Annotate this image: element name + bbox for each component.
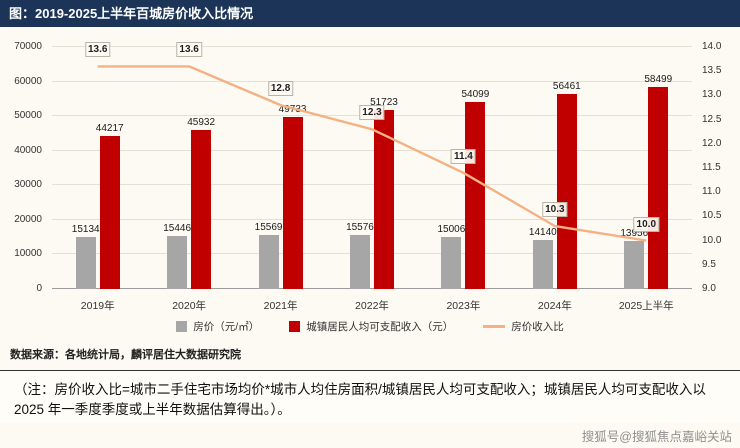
bar-value-label: 45932 (187, 117, 216, 129)
footnote-text: （注：房价收入比=城市二手住宅市场均价*城市人均住房面积/城镇居民人均可支配收入… (14, 382, 706, 418)
legend: 房价（元/㎡） 城镇居民人均可支配收入（元） 房价收入比 (0, 319, 740, 334)
axis-tick-label: 9.0 (702, 283, 716, 294)
bar-group: 15006 54099 (418, 47, 509, 289)
line-value-label: 13.6 (176, 42, 202, 58)
bar-group: 13956 58499 (601, 47, 692, 289)
bar-group: 15569 49733 (235, 47, 326, 289)
legend-swatch-disposable-income (289, 321, 301, 332)
x-axis-category-label: 2023年 (446, 299, 481, 312)
bar-groups: 15134 44217 15446 45932 15569 49733 15576 51723… (52, 47, 692, 289)
bar: 14140 (529, 227, 557, 289)
bar: 15006 (437, 224, 465, 289)
bar-value-label: 15134 (71, 223, 100, 235)
axis-tick-label: 11.0 (702, 186, 721, 198)
bar-group: 15134 44217 (52, 47, 143, 289)
axis-tick-label: 20000 (14, 213, 42, 225)
x-axis-category-label: 2025上半年 (618, 299, 674, 312)
axis-tick-label: 40000 (14, 144, 42, 156)
bar: 51723 (370, 97, 398, 289)
bar-value-label: 15576 (346, 222, 374, 234)
bar-value-label: 49733 (278, 104, 307, 116)
bar-value-label: 51723 (370, 97, 398, 109)
plot-area: 15134 44217 15446 45932 15569 49733 15576 51723… (52, 42, 692, 289)
bar: 15569 (255, 222, 282, 289)
legend-label-house-price: 房价（元/㎡） (193, 321, 260, 333)
bar: 54099 (461, 89, 489, 289)
watermark: 搜狐号@搜狐焦点嘉峪关站 (581, 429, 732, 444)
bar-group: 15576 51723 (326, 47, 417, 289)
y-axis-right: 9.0 9.5 10.0 10.5 11.0 11.5 12.0 12.5 13.0 13.5 14… (696, 42, 736, 294)
chart-title-bar: 图：2019-2025上半年百城房价收入比情况 (0, 0, 740, 27)
axis-tick-label: 9.5 (702, 258, 716, 270)
line-value-label: 12.3 (359, 105, 385, 121)
x-axis-category-label: 2021年 (263, 299, 298, 312)
line-series-svg (97, 65, 647, 242)
data-source: 数据来源：各地统计局，麟评居住大数据研究院 (10, 349, 241, 361)
x-axis-category-label: 2022年 (355, 299, 389, 312)
legend-swatch-price-income-ratio (483, 325, 506, 328)
chart-title: 图：2019-2025上半年百城房价收入比情况 (9, 6, 254, 21)
bar: 15576 (346, 222, 374, 289)
x-axis-line (52, 288, 692, 289)
gridline (52, 80, 692, 82)
gridline (52, 184, 692, 186)
x-axis-category-label: 2019年 (80, 299, 115, 312)
bar: 45932 (187, 117, 215, 289)
gridline (52, 46, 692, 47)
bar-group: 14140 56461 (509, 47, 600, 289)
line-value-label: 13.6 (84, 42, 111, 58)
y-axis-left: 0 10000 20000 30000 40000 50000 60000 70000 (4, 42, 48, 294)
bar-value-label: 14140 (528, 227, 557, 239)
axis-tick-label: 50000 (14, 110, 42, 122)
axis-tick-label: 11.5 (702, 162, 721, 173)
price-income-ratio-line (97, 65, 647, 242)
legend-swatch-house-price (176, 321, 188, 332)
line-value-label: 10.3 (542, 202, 568, 218)
bar-value-label: 13956 (620, 227, 649, 239)
axis-tick-label: 10.5 (702, 210, 722, 222)
x-axis-labels: 2019年 2020年 2021年 2022年 2023年 2024年 2025上半年 (52, 295, 692, 315)
axis-tick-label: 12.5 (702, 113, 722, 125)
bar-value-label: 15569 (254, 222, 283, 234)
x-axis-category-label: 2024年 (537, 299, 572, 312)
axis-tick-label: 0 (36, 283, 42, 294)
axis-tick-label: 12.0 (702, 137, 722, 149)
axis-tick-label: 10.0 (702, 234, 722, 246)
axis-tick-label: 30000 (14, 179, 42, 191)
bar-value-label: 15006 (437, 224, 466, 236)
bar: 15446 (163, 223, 191, 289)
axis-tick-label: 60000 (14, 75, 42, 87)
bar: 13956 (620, 228, 648, 289)
axis-tick-label: 10000 (14, 248, 42, 260)
legend-item-house-price: 房价（元/㎡） (176, 319, 259, 334)
bar: 15134 (72, 224, 100, 289)
line-value-label: 10.0 (633, 216, 660, 232)
legend-label-disposable-income: 城镇居民人均可支配收入（元） (306, 321, 454, 333)
gridline (52, 149, 692, 151)
axis-tick-label: 13.5 (702, 65, 722, 77)
chart: 0 10000 20000 30000 40000 50000 60000 70000 9.0… (4, 31, 736, 315)
bar: 58499 (644, 74, 672, 289)
legend-label-price-income-ratio: 房价收入比 (511, 321, 564, 333)
axis-tick-label: 14.0 (702, 41, 722, 52)
bar: 56461 (553, 81, 581, 289)
gridline (52, 253, 692, 255)
bar-group: 15446 45932 (143, 47, 234, 289)
axis-tick-label: 13.0 (702, 89, 722, 101)
bar-value-label: 58499 (644, 73, 673, 85)
bar-value-label: 44217 (95, 123, 124, 135)
legend-item-disposable-income: 城镇居民人均可支配收入（元） (289, 319, 453, 334)
bar: 44217 (96, 123, 124, 289)
bar-value-label: 56461 (552, 80, 581, 92)
footnote: （注：房价收入比=城市二手住宅市场均价*城市人均住房面积/城镇居民人均可支配收入… (0, 370, 740, 423)
gridline (52, 218, 692, 220)
x-axis-category-label: 2020年 (172, 299, 207, 312)
line-value-label: 12.8 (267, 81, 294, 97)
bar: 49733 (279, 104, 306, 289)
bar-value-label: 54099 (461, 88, 490, 100)
axis-tick-label: 70000 (14, 41, 42, 52)
bar-value-label: 15446 (163, 222, 192, 234)
line-value-label: 11.4 (450, 148, 476, 164)
legend-item-price-income-ratio: 房价收入比 (483, 319, 564, 334)
